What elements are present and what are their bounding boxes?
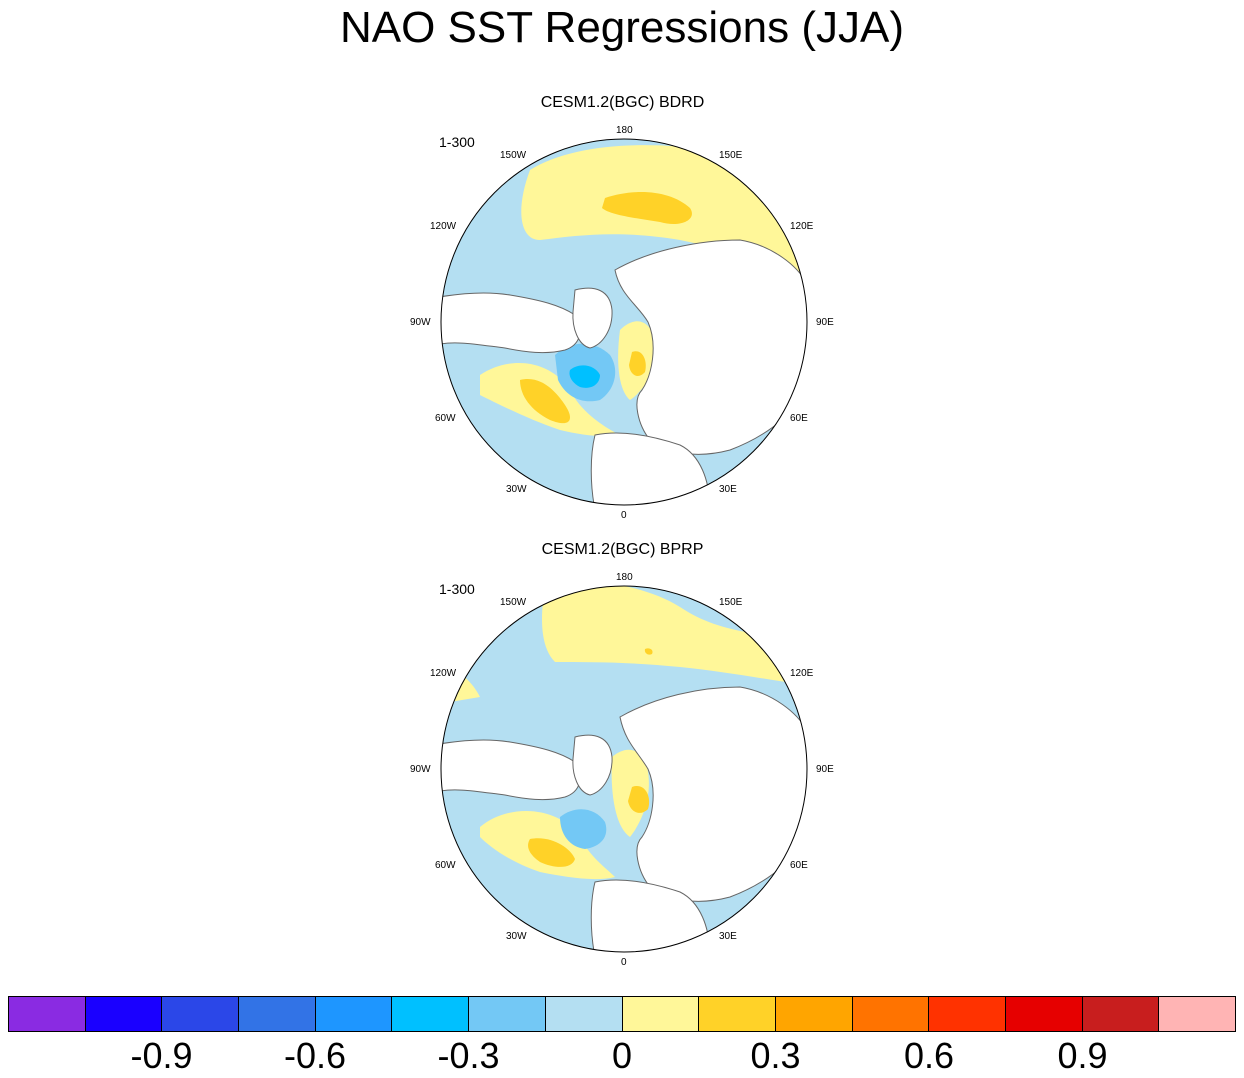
colorbar-tick-label: 0.9: [1057, 1035, 1108, 1076]
lon-label-60w: 60W: [435, 860, 456, 871]
panel-year-range: 1-300: [439, 581, 475, 597]
lon-label-0: 0: [621, 510, 627, 521]
lon-label-0: 0: [621, 957, 627, 968]
colorbar-swatch: [162, 997, 240, 1031]
panel-title: CESM1.2(BGC) BDRD: [540, 94, 705, 111]
lon-label-30e: 30E: [719, 484, 737, 495]
lon-label-150w: 150W: [500, 150, 527, 161]
colorbar-tick-label: 0.3: [750, 1035, 801, 1076]
colorbar-swatch: [1005, 997, 1083, 1031]
lon-label-60e: 60E: [790, 413, 808, 424]
land-africa-iberia: [590, 432, 711, 505]
map-panel-bprp: CESM1.2(BGC) BPRP 1-300 180 150E 120E 90…: [380, 537, 860, 977]
lon-label-30w: 30W: [506, 931, 527, 942]
colorbar-swatch: [315, 997, 393, 1031]
colorbar-swatch: [545, 997, 623, 1031]
panel-year-range: 1-300: [439, 134, 475, 150]
lon-label-180: 180: [616, 572, 633, 583]
lon-label-90e: 90E: [816, 764, 834, 775]
land-eurasia: [614, 239, 807, 455]
lon-label-120w: 120W: [430, 221, 457, 232]
colorbar-swatch: [239, 997, 316, 1031]
colorbar-tick-label: 0: [611, 1035, 633, 1076]
lon-label-180: 180: [616, 125, 633, 136]
colorbar-swatch: [9, 997, 86, 1031]
lon-label-60w: 60W: [435, 413, 456, 424]
lon-label-150e: 150E: [719, 150, 743, 161]
colorbar-tick-label: 0.6: [903, 1035, 955, 1076]
colorbar-swatch: [929, 997, 1006, 1031]
colorbar-swatch: [85, 997, 163, 1031]
polar-map: [440, 585, 808, 953]
lon-label-150e: 150E: [719, 597, 743, 608]
lon-label-90e: 90E: [816, 317, 834, 328]
lon-label-30e: 30E: [719, 931, 737, 942]
colorbar-swatch: [1159, 997, 1235, 1031]
colorbar-tick-label: -0.3: [437, 1035, 500, 1076]
atlantic-negative-area: [560, 809, 607, 849]
colorbar-swatch: [852, 997, 930, 1031]
map-panel-bdrd: CESM1.2(BGC) BDRD 1-300 180 150E 120E 90…: [380, 90, 860, 530]
lon-label-120e: 120E: [790, 221, 814, 232]
colorbar-swatch: [392, 997, 470, 1031]
atlantic-positive-core: [520, 379, 570, 424]
pacific-positive-band: [542, 586, 807, 687]
lon-label-150w: 150W: [500, 597, 527, 608]
atlantic-positive-core: [528, 838, 575, 867]
lon-label-120e: 120E: [790, 668, 814, 679]
colorbar-swatch: [699, 997, 776, 1031]
pacific-positive-core: [602, 192, 692, 225]
atlantic-negative-core: [569, 365, 600, 388]
colorbar-swatch: [775, 997, 853, 1031]
colorbar: [8, 996, 1236, 1032]
polar-map: [440, 138, 808, 506]
land-eurasia: [619, 686, 807, 902]
figure-title: NAO SST Regressions (JJA): [339, 3, 904, 52]
colorbar-swatch: [469, 997, 546, 1031]
lon-label-30w: 30W: [506, 484, 527, 495]
lon-label-120w: 120W: [430, 668, 457, 679]
colorbar-swatch: [622, 997, 700, 1031]
land-greenland: [572, 287, 613, 349]
panel-title: CESM1.2(BGC) BPRP: [541, 541, 704, 558]
colorbar-swatch: [1082, 997, 1160, 1031]
lon-label-90w: 90W: [410, 317, 431, 328]
norwegian-positive-core: [629, 351, 646, 376]
land-africa-iberia: [590, 879, 711, 952]
pacific-positive-dot: [644, 648, 653, 655]
colorbar-tick-label: -0.9: [130, 1035, 193, 1076]
lon-label-60e: 60E: [790, 860, 808, 871]
lon-label-90w: 90W: [410, 764, 431, 775]
colorbar-tick-label: -0.6: [283, 1035, 347, 1076]
land-greenland: [572, 734, 613, 796]
norwegian-positive-core: [628, 786, 650, 813]
